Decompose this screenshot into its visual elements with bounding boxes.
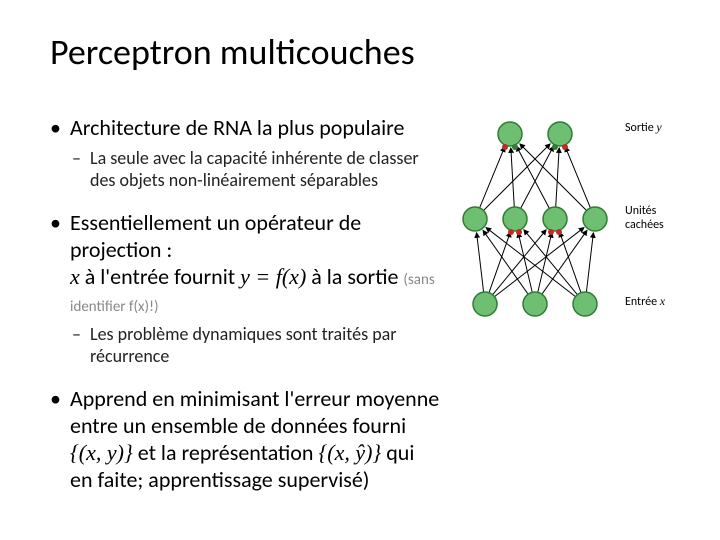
label-hidden: Unités cachées xyxy=(625,204,664,233)
network-diagram xyxy=(450,114,620,324)
label-input-text: Entrée xyxy=(625,295,660,309)
bullet-architecture: Architecture de RNA la plus populaire xyxy=(50,114,440,141)
proj-pre: Essentiellement un opérateur de projecti… xyxy=(70,209,361,263)
label-input-var: x xyxy=(660,294,665,308)
label-hidden-text: Unités cachées xyxy=(625,204,664,232)
learn-d: apprentissage supervisé) xyxy=(148,466,369,493)
proj-x: x xyxy=(70,264,80,289)
learn-set1: {(x, y)} xyxy=(70,440,133,465)
label-output-var: y xyxy=(656,120,661,134)
label-output-text: Sortie xyxy=(625,121,656,135)
label-input: Entrée x xyxy=(625,294,665,309)
content-row: Architecture de RNA la plus populaire La… xyxy=(50,114,680,499)
bullet-projection: Essentiellement un opérateur de projecti… xyxy=(50,209,440,317)
text-column: Architecture de RNA la plus populaire La… xyxy=(50,114,450,499)
bullet-learning: Apprend en minimisant l'erreur moyenne e… xyxy=(50,385,440,493)
proj-eq: y = f(x) xyxy=(240,264,306,289)
bullet-nonlinear: La seule avec la capacité inhérente de c… xyxy=(50,147,440,191)
learn-a: Apprend en minimisant l'erreur moyenne e… xyxy=(70,385,439,439)
page-title: Perceptron multicouches xyxy=(50,30,680,74)
learn-b: et la représentation xyxy=(138,439,319,466)
label-output: Sortie y xyxy=(625,120,662,135)
bullet-recurrence: Les problème dynamiques sont traités par… xyxy=(50,323,440,367)
proj-mid2: à la sortie xyxy=(311,263,403,290)
proj-mid1: à l'entrée fournit xyxy=(85,263,240,290)
learn-set2: {(x, ŷ)} xyxy=(318,440,381,465)
slide: Perceptron multicouches Architecture de … xyxy=(0,0,720,540)
diagram-column: Sortie y Unités cachées Entrée x xyxy=(450,114,680,499)
